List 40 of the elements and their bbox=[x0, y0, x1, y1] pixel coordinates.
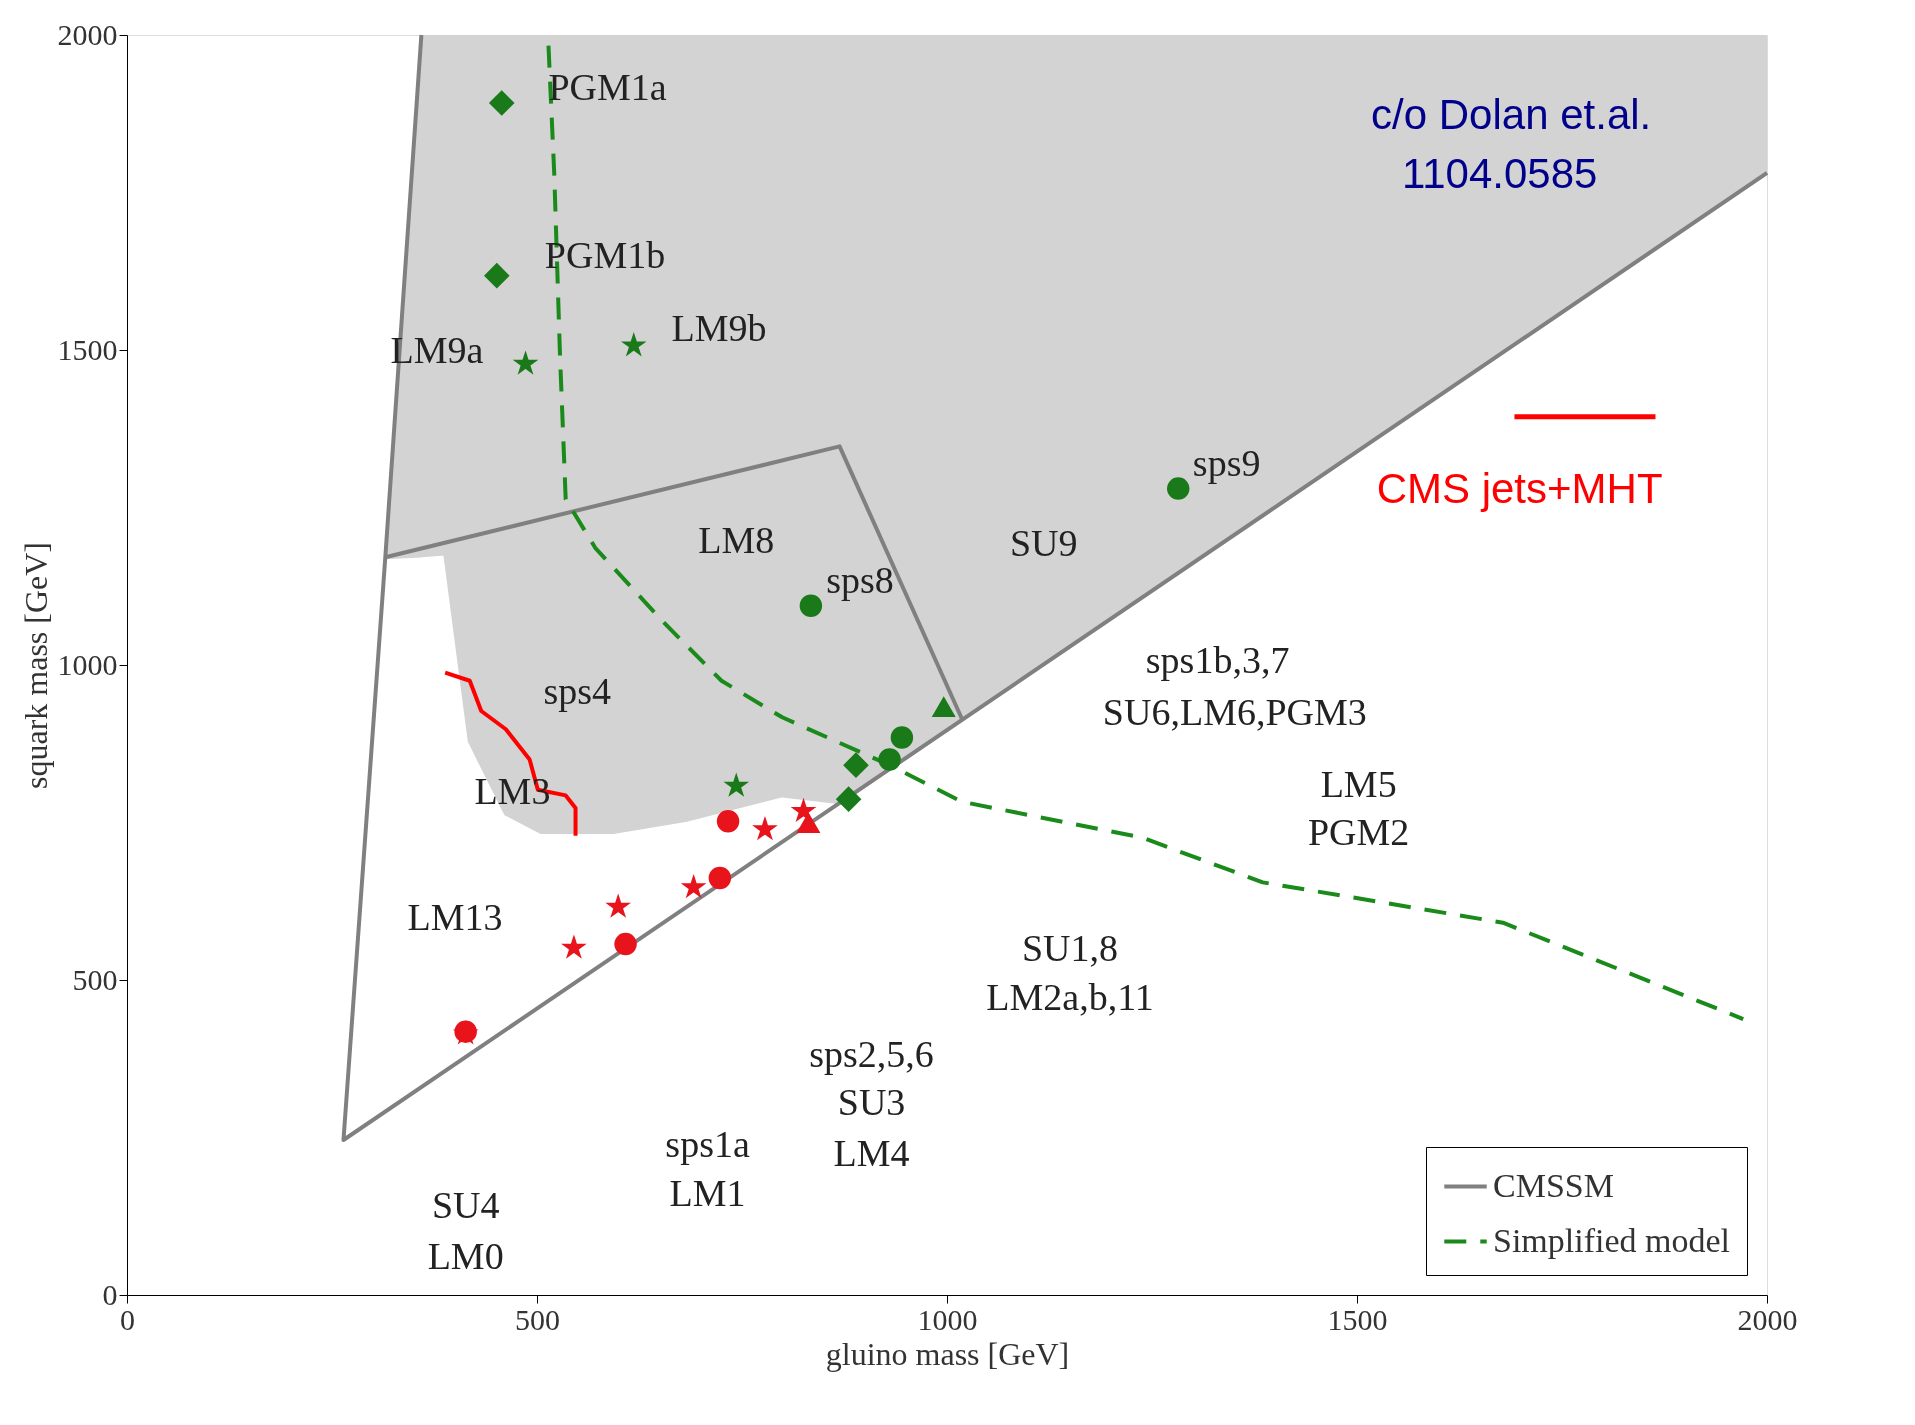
annotation: LM3 bbox=[474, 769, 551, 812]
annotation: sps2,5,6 bbox=[809, 1032, 934, 1075]
text: CMS jets+MHT bbox=[1376, 464, 1663, 512]
y-axis-title: squark mass [GeV] bbox=[17, 541, 54, 790]
annotation: c/o Dolan et.al. bbox=[1371, 90, 1652, 138]
annotation: SU3 bbox=[837, 1081, 906, 1124]
x-tick-label: 1000 bbox=[917, 1302, 978, 1336]
annotation: LM2a,b,11 bbox=[986, 975, 1154, 1018]
x-tick-label: 1500 bbox=[1327, 1302, 1388, 1336]
x-tick-label: 2000 bbox=[1737, 1302, 1798, 1336]
annotation: LM9a bbox=[390, 328, 484, 371]
annotation: LM13 bbox=[407, 895, 503, 938]
annotation: LM0 bbox=[427, 1235, 504, 1278]
annotation: PGM2 bbox=[1307, 811, 1410, 854]
annotation: SU6,LM6,PGM3 bbox=[1102, 690, 1367, 733]
annotation: SU9 bbox=[1009, 522, 1078, 565]
annotation: sps1a bbox=[665, 1123, 750, 1166]
annotation: sps9 bbox=[1192, 442, 1261, 485]
annotation: LM9b bbox=[671, 306, 767, 349]
annotation: PGM1b bbox=[544, 234, 666, 277]
y-tick-label: 500 bbox=[72, 962, 118, 996]
annotation: sps1b,3,7 bbox=[1145, 639, 1290, 682]
annotation: sps4 bbox=[543, 669, 611, 712]
annotation: SU4 bbox=[431, 1183, 500, 1226]
annotation: 1104.0585 bbox=[1401, 149, 1598, 197]
annotation: LM5 bbox=[1320, 762, 1397, 805]
annotation: LM4 bbox=[833, 1131, 910, 1174]
legend-label: Simplified model bbox=[1493, 1221, 1731, 1259]
annotation: LM1 bbox=[669, 1171, 746, 1214]
x-axis-title: gluino mass [GeV] bbox=[825, 1335, 1070, 1372]
annotation: PGM1a bbox=[548, 65, 667, 108]
y-tick-label: 0 bbox=[102, 1277, 118, 1311]
annotation: LM8 bbox=[698, 518, 775, 561]
annotation: SU1,8 bbox=[1021, 927, 1119, 970]
y-tick-label: 1000 bbox=[57, 647, 118, 681]
x-tick-label: 500 bbox=[515, 1302, 560, 1336]
y-tick-label: 2000 bbox=[57, 17, 118, 51]
y-tick-label: 1500 bbox=[57, 332, 118, 366]
annotation: sps8 bbox=[826, 558, 894, 601]
legend-label: CMSSM bbox=[1493, 1166, 1614, 1204]
